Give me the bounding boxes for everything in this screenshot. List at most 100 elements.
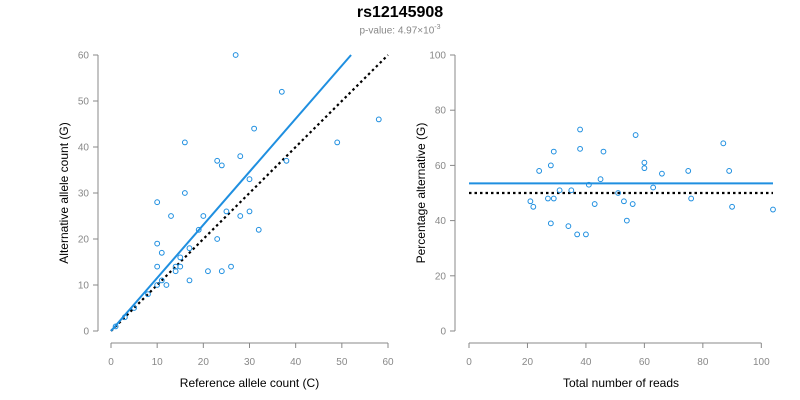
panel-2-data-point [629, 201, 636, 207]
panel-2-y-tick-label: 100 [429, 51, 446, 62]
panel-2-data-point [641, 159, 648, 166]
panel-2-x-axis-label: Total number of reads [563, 376, 679, 390]
panel-1-data-point [334, 139, 341, 146]
panel-2-x-tick-label: 80 [697, 357, 709, 368]
panel-1-data-point [163, 282, 170, 288]
panel-1-y-tick-label: 0 [83, 327, 89, 338]
panel-2-y-tick-label: 60 [435, 161, 447, 172]
panel-1-data-point [205, 268, 211, 275]
panel-2-data-point [720, 140, 727, 147]
panel-1-data-point [237, 213, 244, 219]
panel-1-data-point [200, 213, 207, 219]
panel-1-data-point [246, 176, 253, 183]
panel-2-data-point [565, 223, 572, 230]
panel-1-data-point [278, 88, 285, 95]
panel-1-data-point [121, 314, 128, 321]
panel-1-y-tick-label: 20 [78, 235, 90, 246]
panel-2-data-point [659, 170, 665, 177]
panel-2-data-point [530, 203, 537, 210]
panel-1-x-tick-label: 20 [198, 357, 210, 368]
panel-2-data-point [547, 220, 554, 227]
panel-1-data-point [218, 268, 225, 275]
panel-1-x-tick-label: 60 [382, 357, 394, 368]
panel-2-data-point [688, 195, 695, 202]
panel-1-y-tick-label: 60 [78, 51, 90, 62]
panel-2-data-point [729, 203, 735, 210]
panel-1-data-point [145, 291, 151, 298]
panel-1-data-point [177, 263, 184, 270]
panel-1-data-point [154, 199, 161, 206]
panel-2-data-point [770, 206, 776, 213]
panel-2-data-point [568, 187, 575, 194]
panel-2-data-point [583, 231, 589, 238]
panel-1-data-point [154, 240, 161, 247]
panel-2-data-point [547, 162, 554, 169]
panel-2-x-tick-label: 20 [522, 357, 534, 368]
panel-1-data-point [232, 52, 239, 58]
panel-2-data-point [577, 145, 583, 152]
panel-2-data-point [726, 168, 733, 174]
panel-1-y-tick-label: 10 [78, 281, 90, 292]
panel-1-data-point [218, 162, 225, 169]
panel-1-x-axis-label: Reference allele count (C) [180, 376, 319, 390]
panel-2-data-point [597, 176, 604, 183]
panel-2-data-point [600, 148, 607, 155]
panel-1-data-point [251, 125, 258, 132]
panel-2-data-point [556, 187, 563, 194]
panel-1-data-point [158, 249, 165, 256]
panel-2-y-tick-label: 0 [440, 327, 446, 338]
panel-2-data-point [545, 195, 551, 202]
panel-1-data-point [154, 282, 161, 288]
panel-1-y-tick-label: 40 [78, 143, 90, 154]
panel-1-data-point [168, 213, 174, 219]
panel-1-x-tick-label: 40 [290, 357, 302, 368]
panel-1-y-tick-label: 50 [78, 97, 90, 108]
panel-2-x-tick-label: 40 [580, 357, 592, 368]
panel-1-data-point [214, 157, 221, 164]
panel-2-x-tick-label: 100 [753, 357, 770, 368]
panel-2-y-axis-label: Percentage alternative (G) [414, 123, 428, 264]
panel-1-data-point [181, 139, 188, 146]
panel-1-x-tick-label: 30 [244, 357, 256, 368]
panel-1-data-point [246, 208, 253, 215]
panel-2-x-tick-label: 60 [639, 357, 651, 368]
panel-2-y-tick-label: 40 [435, 216, 447, 227]
panel-1-data-point [186, 245, 193, 252]
panel-2-data-point [621, 198, 627, 205]
panel-1-reference-line [110, 54, 389, 332]
p-value-text: p-value: 4.97×10 [359, 25, 435, 37]
panel-2-data-point [615, 190, 621, 196]
panel-1-data-point [375, 116, 382, 123]
panel-1-data-point [112, 323, 119, 330]
panel-2-x-tick-label: 0 [466, 357, 472, 368]
panel-1-data-point [154, 263, 161, 270]
panel-2-y-tick-label: 80 [435, 106, 447, 117]
panel-2-data-point [650, 184, 657, 191]
panel-2-data-point [574, 231, 581, 238]
panel-1-data-point [223, 208, 230, 215]
panel-1-data-point [237, 153, 244, 160]
panel-1-data-point [283, 157, 290, 164]
panel-1-data-point [181, 190, 188, 196]
panel-2-data-point [685, 168, 692, 174]
panel-2-y-tick-label: 20 [435, 271, 447, 282]
panel-2-data-point [585, 181, 592, 188]
panel-1-data-point [214, 236, 221, 242]
panel-1-data-point [255, 226, 262, 233]
panel-2-data-point [623, 217, 630, 224]
panel-2-data-point [550, 195, 557, 202]
panel-1-data-point [172, 268, 179, 275]
panel-1-x-tick-label: 0 [108, 357, 114, 368]
panel-1-data-point [228, 263, 234, 270]
panel-2-data-point [527, 198, 534, 205]
chart-subtitle: p-value: 4.97×10-3 [0, 24, 800, 36]
chart-title: rs12145908 [356, 4, 444, 21]
panel-2-data-point [641, 165, 648, 172]
panel-1-x-tick-label: 10 [152, 357, 164, 368]
panel-2-data-point [632, 132, 639, 138]
panel-1-fit-line [110, 54, 352, 332]
p-value-exponent: -3 [434, 24, 441, 31]
panel-1-y-axis-label: Alternative allele count (G) [57, 122, 71, 263]
